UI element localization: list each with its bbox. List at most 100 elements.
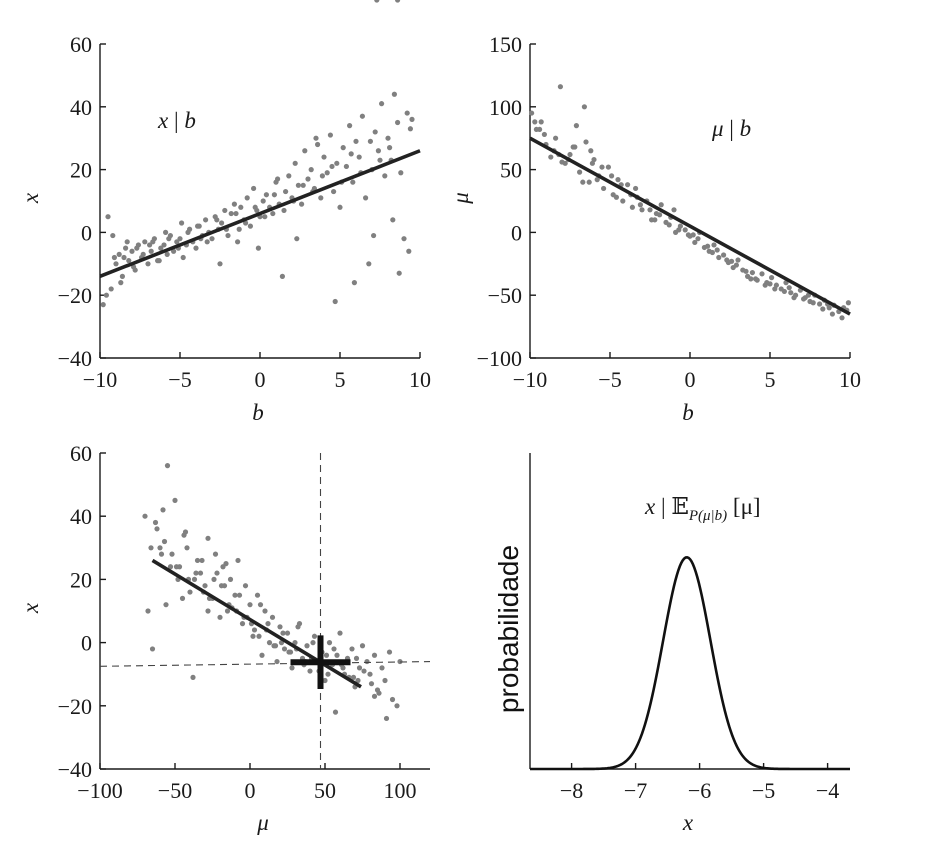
- data-point: [337, 630, 343, 636]
- data-point: [223, 561, 229, 567]
- data-point: [252, 204, 258, 210]
- data-point: [367, 671, 373, 677]
- data-point: [124, 239, 130, 245]
- y-tick-label: −40: [58, 346, 92, 371]
- annotation-condition: b: [740, 116, 752, 141]
- data-point: [374, 0, 380, 3]
- data-point: [401, 236, 407, 242]
- data-point: [235, 239, 241, 245]
- data-point: [308, 167, 314, 173]
- annotation-separator: |: [168, 108, 184, 133]
- data-point: [588, 148, 594, 154]
- panel-annotation: μ | b: [711, 116, 751, 141]
- data-point: [329, 163, 335, 170]
- data-point: [142, 239, 148, 245]
- y-axis-label: x: [18, 192, 43, 204]
- data-point: [275, 176, 281, 182]
- data-point: [295, 182, 301, 188]
- y-tick-label: 60: [70, 441, 92, 466]
- data-point: [390, 217, 396, 223]
- data-point: [111, 254, 117, 261]
- x-tick-label: −100: [77, 778, 122, 803]
- data-point: [538, 119, 544, 125]
- data-point: [353, 138, 359, 144]
- data-point: [529, 110, 535, 116]
- data-point: [236, 592, 243, 598]
- data-point: [315, 141, 321, 148]
- data-point: [286, 173, 292, 179]
- data-point: [379, 665, 385, 671]
- data-point: [158, 245, 164, 251]
- data-point: [110, 232, 116, 239]
- data-point: [724, 257, 730, 263]
- x-tick-label: 100: [384, 778, 417, 803]
- data-point: [113, 261, 119, 267]
- data-point: [251, 627, 258, 633]
- data-point: [356, 154, 362, 160]
- x-tick-label: 5: [765, 367, 776, 392]
- data-point: [271, 643, 277, 649]
- y-tick-label: −20: [58, 694, 92, 719]
- data-point: [620, 198, 626, 204]
- data-point: [829, 311, 836, 317]
- x-tick-label: −8: [560, 778, 583, 803]
- data-point: [559, 159, 565, 165]
- data-point: [372, 129, 378, 135]
- data-point: [197, 570, 204, 576]
- data-point: [376, 690, 382, 696]
- data-point: [711, 242, 717, 248]
- data-point: [359, 113, 365, 119]
- data-point: [609, 173, 615, 179]
- data-point: [321, 154, 327, 160]
- data-point: [705, 243, 711, 249]
- data-point: [394, 703, 400, 709]
- data-point: [349, 646, 355, 652]
- data-point: [105, 214, 111, 220]
- data-point: [322, 677, 328, 684]
- x-tick-label: 10: [409, 367, 431, 392]
- data-point: [324, 170, 330, 176]
- data-point: [407, 126, 413, 132]
- data-point: [714, 247, 720, 253]
- data-point: [364, 658, 370, 665]
- data-point: [791, 295, 797, 301]
- data-point: [355, 677, 361, 684]
- data-point: [366, 261, 372, 267]
- annotation-variable: x: [157, 108, 169, 133]
- data-point: [169, 551, 175, 557]
- data-point: [281, 646, 288, 652]
- data-point: [319, 173, 325, 179]
- data-point: [131, 264, 137, 270]
- data-point: [676, 227, 682, 233]
- data-point: [353, 655, 360, 662]
- data-point: [262, 608, 268, 614]
- annotation-subscript: P(μ|b): [688, 508, 727, 524]
- data-point: [548, 154, 554, 160]
- data-point: [625, 182, 631, 188]
- data-point: [236, 226, 242, 232]
- data-point: [217, 614, 223, 620]
- data-point: [177, 236, 183, 242]
- data-point: [205, 608, 211, 614]
- data-point: [164, 463, 171, 469]
- data-point: [340, 665, 346, 671]
- data-point: [594, 177, 600, 183]
- y-tick-label: 60: [70, 32, 92, 57]
- x-tick-label: 0: [255, 367, 266, 392]
- data-point: [225, 232, 231, 239]
- data-point: [743, 268, 749, 274]
- data-point: [302, 148, 308, 154]
- data-point: [377, 157, 383, 163]
- data-point: [350, 674, 357, 680]
- data-point: [202, 583, 208, 589]
- data-point: [254, 592, 261, 598]
- annotation-condition: b: [184, 108, 196, 133]
- data-point: [121, 254, 127, 261]
- data-point: [541, 131, 548, 138]
- data-point: [281, 207, 287, 214]
- data-point: [156, 258, 162, 264]
- data-point: [311, 633, 318, 639]
- y-tick-label: −100: [477, 346, 522, 371]
- x-tick-label: 5: [335, 367, 346, 392]
